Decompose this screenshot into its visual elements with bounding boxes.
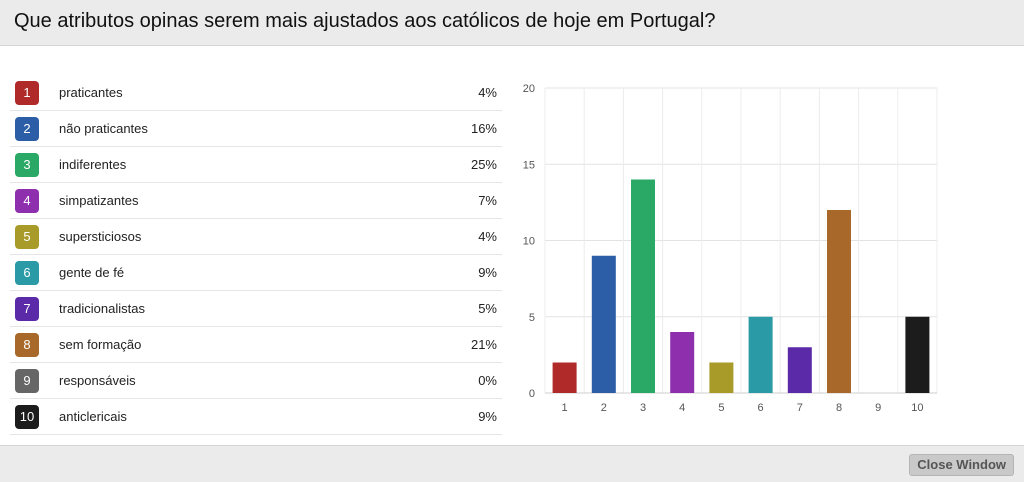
y-tick-label: 10	[523, 236, 535, 248]
legend-label: anticlericais	[59, 409, 127, 424]
x-tick-label: 6	[758, 402, 764, 414]
legend-percent: 7%	[478, 193, 497, 208]
legend-label: não praticantes	[59, 121, 148, 136]
legend-list: 1 praticantes 4% 2 não praticantes 16% 3 indife…	[10, 75, 502, 435]
legend-percent: 16%	[470, 121, 497, 136]
legend-row: 6 gente de fé 9%	[10, 255, 502, 291]
legend-percent: 4%	[478, 85, 497, 100]
legend-row: 2 não praticantes 16%	[10, 111, 502, 147]
legend-row: 9 responsáveis 0%	[10, 363, 502, 399]
legend-number-badge: 8	[15, 333, 39, 357]
y-tick-label: 15	[523, 159, 535, 171]
y-tick-label: 20	[523, 83, 535, 95]
legend-percent: 21%	[470, 337, 497, 352]
legend-number-badge: 4	[15, 189, 39, 213]
x-tick-label: 1	[562, 402, 568, 414]
header: Que atributos opinas serem mais ajustado…	[0, 0, 1024, 46]
bar	[827, 210, 851, 393]
bar	[787, 347, 812, 393]
x-tick-label: 7	[797, 402, 803, 414]
x-tick-label: 4	[679, 402, 685, 414]
legend-label: tradicionalistas	[59, 301, 145, 316]
legend-number-badge: 5	[15, 225, 39, 249]
legend-number-badge: 2	[15, 117, 39, 141]
legend-number-badge: 7	[15, 297, 39, 321]
x-tick-label: 9	[875, 402, 881, 414]
legend-percent: 9%	[478, 265, 497, 280]
legend-percent: 25%	[470, 157, 497, 172]
legend-number-badge: 6	[15, 261, 39, 285]
legend-label: gente de fé	[59, 265, 125, 280]
bar	[905, 316, 930, 393]
bar	[709, 362, 734, 393]
legend-row: 3 indiferentes 25%	[10, 147, 502, 183]
legend-number-badge: 1	[15, 81, 39, 105]
legend-label: praticantes	[59, 85, 123, 100]
legend-label: supersticiosos	[59, 229, 142, 244]
legend-row: 7 tradicionalistas 5%	[10, 291, 502, 327]
x-tick-label: 10	[911, 402, 923, 414]
legend-percent: 0%	[478, 373, 497, 388]
close-window-button[interactable]: Close Window	[909, 454, 1014, 476]
y-tick-label: 5	[529, 312, 535, 324]
page-title: Que atributos opinas serem mais ajustado…	[14, 10, 716, 32]
legend-row: 8 sem formação 21%	[10, 327, 502, 363]
legend-percent: 5%	[478, 301, 497, 316]
legend-row: 1 praticantes 4%	[10, 75, 502, 111]
legend-number-badge: 9	[15, 369, 39, 393]
x-tick-label: 5	[718, 402, 724, 414]
bar	[591, 255, 616, 393]
bar	[631, 179, 655, 393]
footer: Close Window	[0, 445, 1024, 482]
y-tick-label: 0	[529, 388, 535, 400]
legend-percent: 9%	[478, 409, 497, 424]
x-tick-label: 3	[640, 402, 646, 414]
legend-row: 4 simpatizantes 7%	[10, 183, 502, 219]
x-tick-label: 2	[601, 402, 607, 414]
bar-chart: 0 5 10 15 20 1 2 3 4 5 6 7 8 9 10	[523, 83, 938, 414]
legend-label: simpatizantes	[59, 193, 139, 208]
legend-label: responsáveis	[59, 373, 136, 388]
legend-label: sem formação	[59, 337, 142, 352]
legend-percent: 4%	[478, 229, 497, 244]
x-tick-label: 8	[836, 402, 842, 414]
bar	[748, 316, 773, 393]
bar	[552, 362, 577, 393]
legend-number-badge: 3	[15, 153, 39, 177]
legend-row: 5 supersticiosos 4%	[10, 219, 502, 255]
legend-number-badge: 10	[15, 405, 39, 429]
legend-row: 10 anticlericais 9%	[10, 399, 502, 435]
bar	[670, 332, 695, 393]
legend-label: indiferentes	[59, 157, 127, 172]
